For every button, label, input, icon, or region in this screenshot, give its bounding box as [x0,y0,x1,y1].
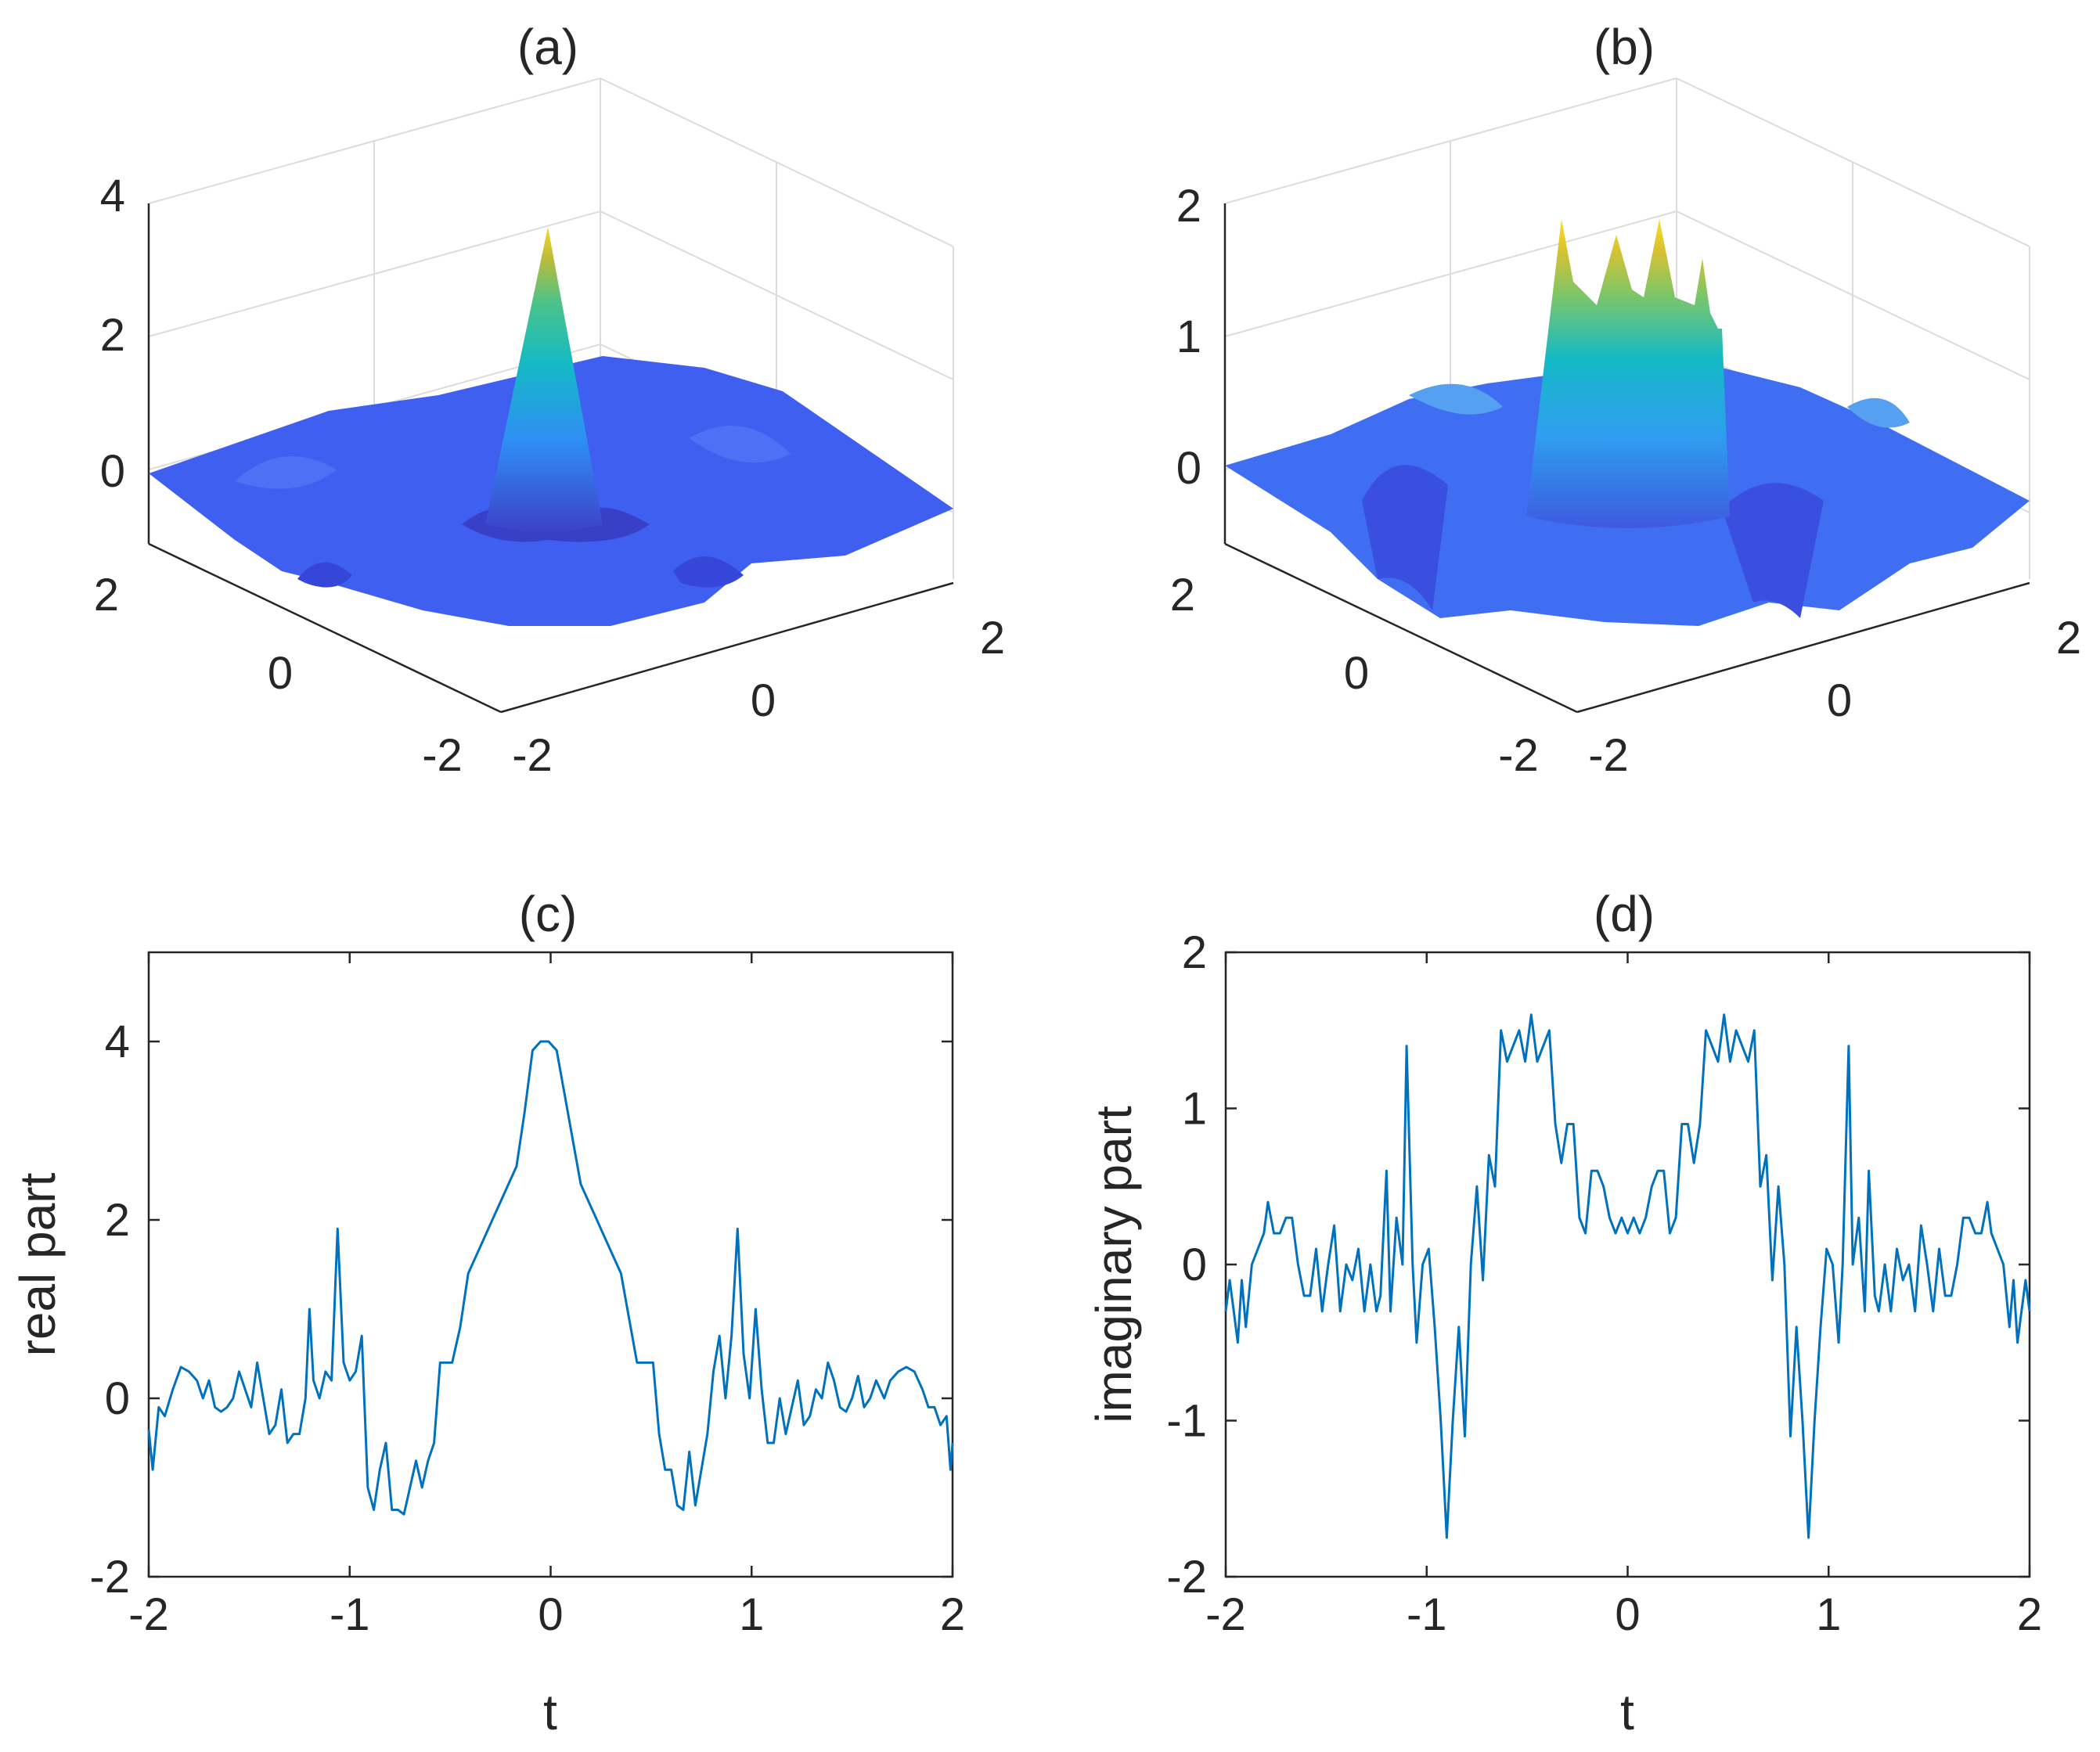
x-axis-a [500,581,954,714]
y-tick-b-m2: -2 [1498,730,1539,781]
title-a: (a) [517,19,578,75]
surface-b-peak [1526,219,1730,528]
x-tick-label-c-0: -2 [128,1589,169,1640]
title-b: (b) [1594,19,1655,75]
x-tick-label-d-2: 0 [1615,1589,1640,1640]
z-tick-a-2: 2 [100,310,125,361]
z-tick-b-2: 2 [1176,181,1201,232]
y-tick-label-d-2: 0 [1182,1239,1207,1290]
y-tick-label-c-2: 2 [105,1195,130,1246]
surface-b-dip-2 [1722,483,1824,618]
x-tick-label-d-4: 2 [2017,1589,2042,1640]
ylabel-d: imaginary part [1086,1106,1142,1423]
y-axis-b [1224,542,1578,714]
surface-a-peak [485,227,603,532]
surface-a-dip-1 [297,562,352,588]
surface-b-ridge-2 [1847,398,1910,428]
ticks-d: -2 -1 0 1 2 -2 -1 0 1 2 [1166,927,2042,1640]
x-tick-label-c-2: 0 [538,1589,563,1640]
y-tick-a-2: 2 [94,570,119,621]
ticks-b: 2 1 0 2 0 -2 -2 0 2 [1170,181,2081,781]
z-tick-b-0: 0 [1176,443,1201,494]
x-tick-a-2: 2 [980,613,1005,664]
title-d: (d) [1594,886,1655,942]
ticks-a: 4 2 0 2 0 -2 -2 0 2 [94,171,1005,781]
surface-a [149,227,953,626]
x-tick-a-0: 0 [751,675,776,726]
z-tick-b-1: 1 [1176,311,1201,362]
surface-a-ridge-1 [235,456,337,489]
x-tick-a-m2: -2 [512,730,553,781]
ticks-c: -2 -1 0 1 2 -2 0 2 4 [89,952,965,1640]
series-line-imaginary-part [1224,1013,2031,1539]
y-tick-label-d-1: -1 [1166,1396,1207,1447]
x-tick-b-2: 2 [2056,613,2081,664]
x-tick-label-c-1: -1 [330,1589,370,1640]
y-tick-label-d-0: -2 [1166,1552,1207,1603]
xlabel-c: t [543,1684,557,1740]
y-tick-label-c-3: 4 [105,1016,130,1067]
y-tick-label-c-1: 0 [105,1373,130,1424]
surface-b [1225,219,2030,626]
y-tick-b-0: 0 [1344,648,1369,699]
surface-a-ridge-2 [689,426,791,463]
plot-area-c [147,951,954,1578]
y-axis-a [148,542,502,714]
x-tick-label-c-4: 2 [940,1589,965,1640]
z-tick-a-4: 4 [100,171,125,221]
y-tick-b-2: 2 [1170,570,1195,621]
y-tick-a-m2: -2 [422,730,463,781]
panel-d: (d) -2 -1 0 1 2 -2 -1 0 1 2 t imaginary part [1086,886,2042,1740]
surface-a-dip-2 [673,556,744,588]
panel-b: (b) 2 1 0 2 [1170,19,2081,781]
ylabel-c: real part [9,1172,66,1356]
x-tick-b-m2: -2 [1588,730,1629,781]
x-tick-b-0: 0 [1827,675,1852,726]
x-tick-label-d-3: 1 [1816,1589,1841,1640]
title-c: (c) [519,886,578,942]
x-axis-b [1576,581,2030,714]
y-tick-label-c-0: -2 [89,1552,130,1603]
z-tick-a-0: 0 [100,446,125,497]
panel-c: (c) -2 -1 0 1 2 -2 0 2 4 t real part [9,886,965,1740]
surface-b-dip-1 [1362,465,1448,610]
surface-b-ridge-1 [1409,383,1503,415]
xlabel-d: t [1620,1684,1634,1740]
y-tick-a-0: 0 [268,648,293,699]
panel-a: (a) 4 2 0 2 [94,19,1005,781]
grid-b-back-top-right [1676,77,2030,247]
y-tick-label-d-4: 2 [1182,927,1207,978]
x-tick-label-d-0: -2 [1205,1589,1246,1640]
y-tick-label-d-3: 1 [1182,1084,1207,1135]
series-line-real-part [147,1040,954,1516]
x-tick-label-c-3: 1 [739,1589,764,1640]
x-tick-label-d-1: -1 [1407,1589,1447,1640]
grid-a-back-top-right [600,77,954,247]
